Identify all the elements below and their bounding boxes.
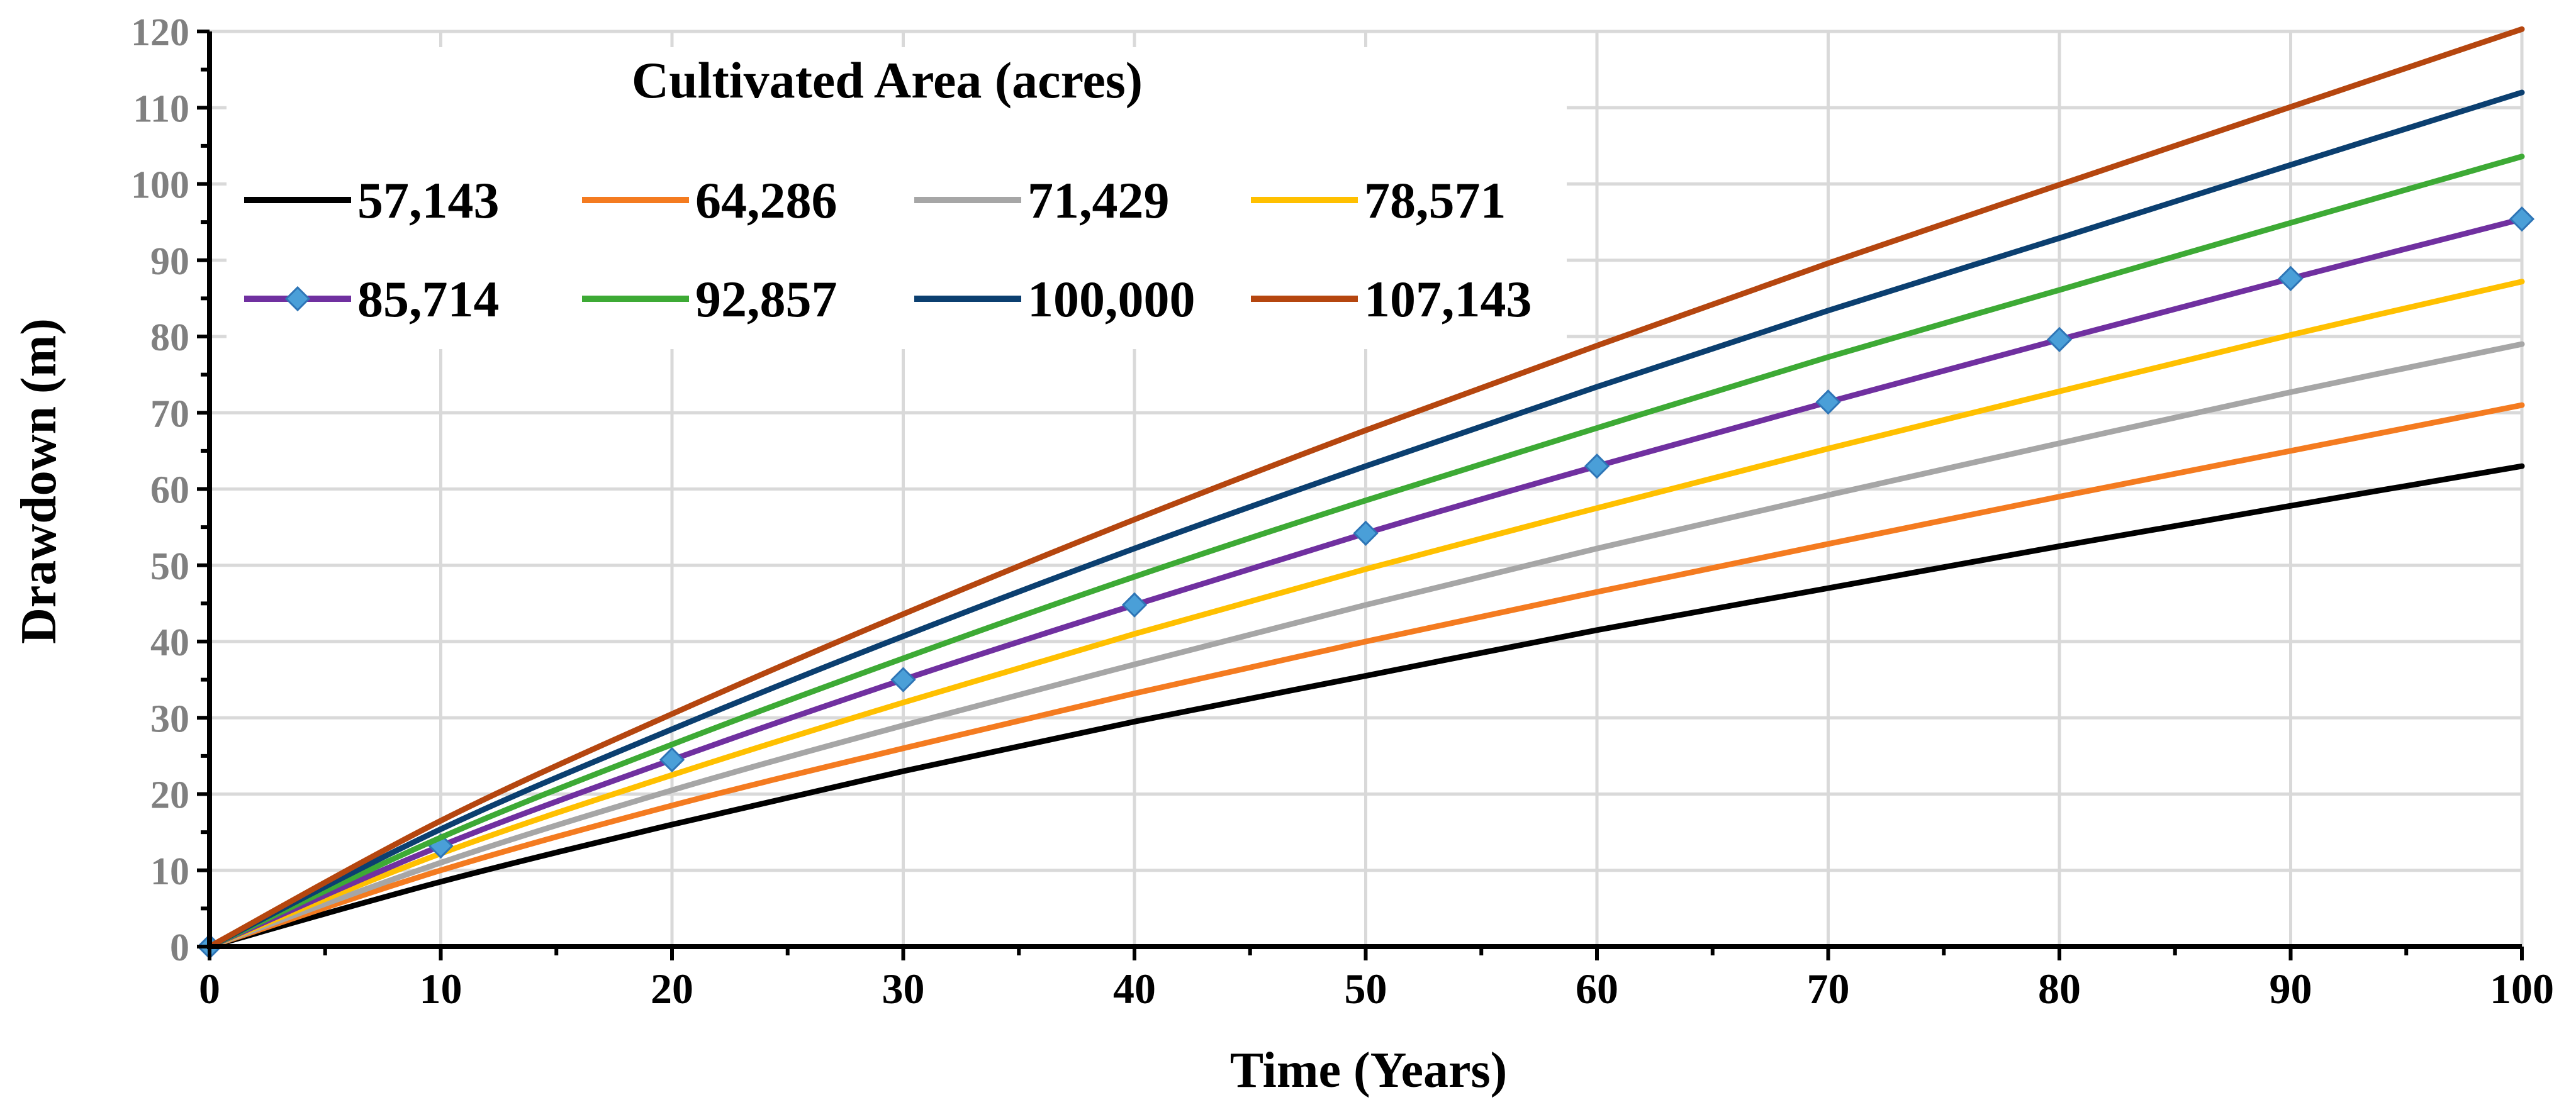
series-4-point-2 bbox=[659, 747, 685, 773]
y-axis-title: Drawdown (m) bbox=[11, 318, 67, 644]
y-tick-label: 50 bbox=[150, 545, 189, 588]
y-tick-label: 30 bbox=[150, 698, 189, 740]
legend-label-3: 78,571 bbox=[1364, 172, 1506, 229]
series-lines bbox=[196, 26, 2535, 960]
legend: Cultivated Area (acres) 57,143 64,286 71,4… bbox=[227, 47, 1567, 349]
x-tick-label: 40 bbox=[1113, 965, 1156, 1013]
y-tick-label: 70 bbox=[150, 392, 189, 435]
legend-label-5: 92,857 bbox=[695, 270, 837, 328]
y-tick-label: 100 bbox=[131, 164, 189, 207]
y-tick-label: 20 bbox=[150, 774, 189, 817]
x-tick-label: 100 bbox=[2490, 965, 2554, 1013]
x-tick-label: 30 bbox=[882, 965, 925, 1013]
series-4-point-4 bbox=[1121, 592, 1148, 618]
y-tick-label: 90 bbox=[150, 240, 189, 283]
y-tick-label: 0 bbox=[170, 926, 189, 969]
legend-items: 57,143 64,286 71,429 78,571 85,714 92,857 100,… bbox=[244, 172, 1532, 328]
legend-marker-4 bbox=[284, 286, 311, 312]
x-tick-label: 0 bbox=[199, 965, 220, 1013]
series-4-point-9 bbox=[2278, 265, 2304, 291]
x-tick-label: 90 bbox=[2270, 965, 2312, 1013]
legend-title: Cultivated Area (acres) bbox=[632, 52, 1143, 109]
y-tick-label: 10 bbox=[150, 850, 189, 893]
legend-label-4: 85,714 bbox=[357, 270, 500, 328]
x-tick-label: 10 bbox=[420, 965, 462, 1013]
y-tick-label: 120 bbox=[131, 11, 189, 54]
legend-label-2: 71,429 bbox=[1028, 172, 1170, 229]
y-tick-label: 80 bbox=[150, 316, 189, 359]
series-line-2 bbox=[206, 341, 2525, 950]
y-tick-label: 60 bbox=[150, 469, 189, 512]
x-tick-label: 80 bbox=[2038, 965, 2081, 1013]
y-tick-label: 40 bbox=[150, 621, 189, 664]
legend-label-7: 107,143 bbox=[1364, 270, 1532, 328]
x-axis-title: Time (Years) bbox=[1230, 1043, 1508, 1098]
series-line-7 bbox=[206, 26, 2525, 950]
x-tick-label: 20 bbox=[651, 965, 693, 1013]
series-line-5 bbox=[206, 153, 2525, 950]
series-4-point-8 bbox=[2046, 326, 2073, 352]
legend-label-6: 100,000 bbox=[1028, 270, 1196, 328]
series-4-point-5 bbox=[1353, 520, 1379, 546]
tick-labels: 0 10 20 30 40 50 60 70 80 90 100 110 120 0 10 20 30 40 50 6… bbox=[131, 11, 2554, 1013]
legend-label-1: 64,286 bbox=[695, 172, 837, 229]
series-line-0 bbox=[206, 463, 2525, 950]
legend-label-0: 57,143 bbox=[357, 172, 500, 229]
series-line-6 bbox=[206, 89, 2525, 950]
series-line-3 bbox=[206, 279, 2525, 950]
x-tick-label: 70 bbox=[1807, 965, 1850, 1013]
x-tick-label: 50 bbox=[1345, 965, 1387, 1013]
x-tick-label: 60 bbox=[1576, 965, 1618, 1013]
series-4-point-7 bbox=[1815, 389, 1841, 415]
axes bbox=[197, 30, 2524, 960]
series-4-point-6 bbox=[1584, 453, 1610, 479]
series-4-point-3 bbox=[890, 667, 916, 692]
series-4-point-10 bbox=[2509, 206, 2535, 232]
series-line-1 bbox=[206, 402, 2525, 950]
y-tick-label: 110 bbox=[133, 87, 189, 130]
